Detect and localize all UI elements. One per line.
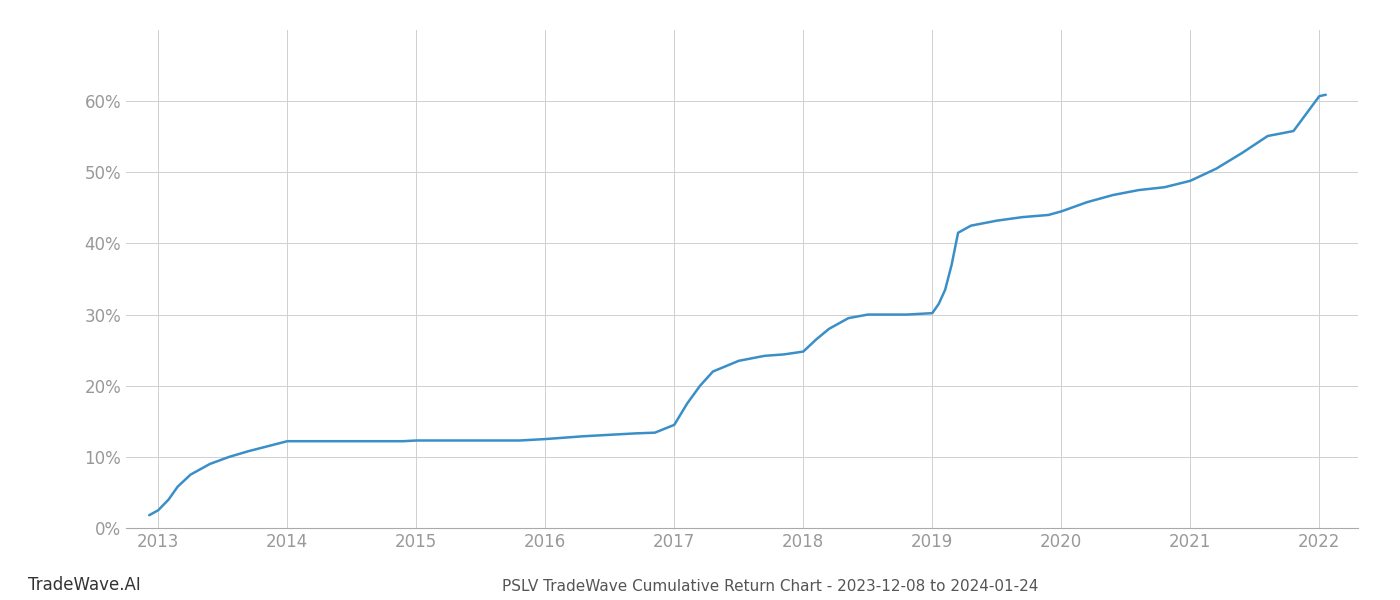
Text: TradeWave.AI: TradeWave.AI — [28, 576, 141, 594]
Text: PSLV TradeWave Cumulative Return Chart - 2023-12-08 to 2024-01-24: PSLV TradeWave Cumulative Return Chart -… — [501, 579, 1039, 594]
